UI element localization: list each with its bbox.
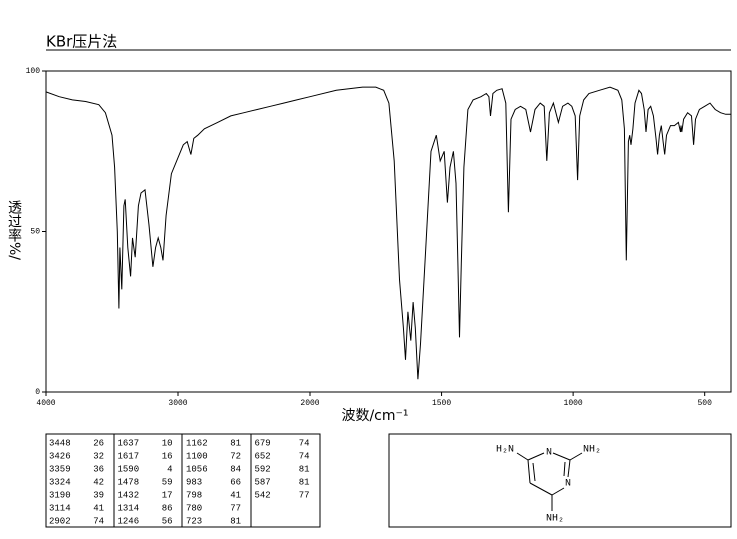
- peak-transmittance: 86: [162, 503, 173, 513]
- peak-transmittance: 81: [230, 438, 241, 448]
- peak-wavenumber: 3190: [49, 490, 71, 500]
- peak-transmittance: 32: [93, 451, 104, 461]
- peak-wavenumber: 1056: [186, 464, 208, 474]
- plot-frame: [45, 70, 732, 393]
- peak-transmittance: 74: [299, 451, 310, 461]
- peak-wavenumber: 3324: [49, 477, 71, 487]
- peak-transmittance: 84: [230, 464, 241, 474]
- peak-transmittance: 66: [230, 477, 241, 487]
- atom-label: N: [565, 479, 571, 490]
- y-tick-label: 0: [35, 388, 40, 397]
- x-tick-label: 3000: [168, 399, 187, 408]
- peak-wavenumber: 1432: [118, 490, 140, 500]
- peak-wavenumber: 983: [186, 477, 202, 487]
- peak-transmittance: 74: [299, 438, 310, 448]
- peak-wavenumber: 592: [255, 464, 271, 474]
- peak-transmittance: 36: [93, 464, 104, 474]
- peak-wavenumber: 1100: [186, 451, 208, 461]
- x-tick-label: 500: [697, 399, 712, 408]
- peak-transmittance: 81: [299, 464, 310, 474]
- x-axis-label: 波数/cm⁻¹: [341, 408, 408, 424]
- y-tick-label: 50: [30, 228, 40, 237]
- y-tick-label: 100: [26, 67, 41, 76]
- peak-wavenumber: 1162: [186, 438, 208, 448]
- peak-wavenumber: 1637: [118, 438, 140, 448]
- peak-transmittance: 81: [299, 477, 310, 487]
- peak-transmittance: 72: [230, 451, 241, 461]
- structure-frame: [388, 433, 732, 528]
- peak-transmittance: 42: [93, 477, 104, 487]
- peak-wavenumber: 1478: [118, 477, 140, 487]
- atom-label: NH₂: [546, 514, 564, 525]
- peak-wavenumber: 1246: [118, 516, 140, 526]
- peak-table-frame: [45, 433, 321, 528]
- molecule-bonds: [516, 452, 583, 511]
- peak-transmittance: 74: [93, 516, 104, 526]
- peak-transmittance: 41: [230, 490, 241, 500]
- peak-wavenumber: 542: [255, 490, 271, 500]
- peak-transmittance: 41: [93, 503, 104, 513]
- peak-wavenumber: 3114: [49, 503, 71, 513]
- peak-transmittance: 4: [167, 464, 172, 474]
- peak-wavenumber: 1314: [118, 503, 140, 513]
- peak-transmittance: 17: [162, 490, 173, 500]
- peak-transmittance: 16: [162, 451, 173, 461]
- peak-transmittance: 39: [93, 490, 104, 500]
- peak-transmittance: 77: [230, 503, 241, 513]
- peak-wavenumber: 1590: [118, 464, 140, 474]
- peak-transmittance: 26: [93, 438, 104, 448]
- peak-wavenumber: 2902: [49, 516, 71, 526]
- peak-transmittance: 10: [162, 438, 173, 448]
- x-tick-label: 2000: [300, 399, 319, 408]
- peak-wavenumber: 723: [186, 516, 202, 526]
- peak-wavenumber: 780: [186, 503, 202, 513]
- peak-wavenumber: 3426: [49, 451, 71, 461]
- peak-transmittance: 81: [230, 516, 241, 526]
- peak-wavenumber: 798: [186, 490, 202, 500]
- spectrum-line: [45, 86, 731, 380]
- peak-transmittance: 59: [162, 477, 173, 487]
- peak-wavenumber: 652: [255, 451, 271, 461]
- peak-transmittance: 56: [162, 516, 173, 526]
- peak-wavenumber: 3359: [49, 464, 71, 474]
- chart-title: KBr压片法: [46, 33, 117, 51]
- peak-wavenumber: 679: [255, 438, 271, 448]
- x-tick-label: 1000: [564, 399, 583, 408]
- atom-label: H₂N: [496, 445, 514, 456]
- peak-wavenumber: 1617: [118, 451, 140, 461]
- atom-label: NH₂: [583, 445, 601, 456]
- peak-wavenumber: 587: [255, 477, 271, 487]
- peak-wavenumber: 3448: [49, 438, 71, 448]
- x-tick-label: 1500: [432, 399, 451, 408]
- atom-label: N: [546, 448, 552, 459]
- x-tick-label: 4000: [36, 399, 55, 408]
- peak-transmittance: 77: [299, 490, 310, 500]
- y-axis-label: 透过率%/: [6, 200, 22, 260]
